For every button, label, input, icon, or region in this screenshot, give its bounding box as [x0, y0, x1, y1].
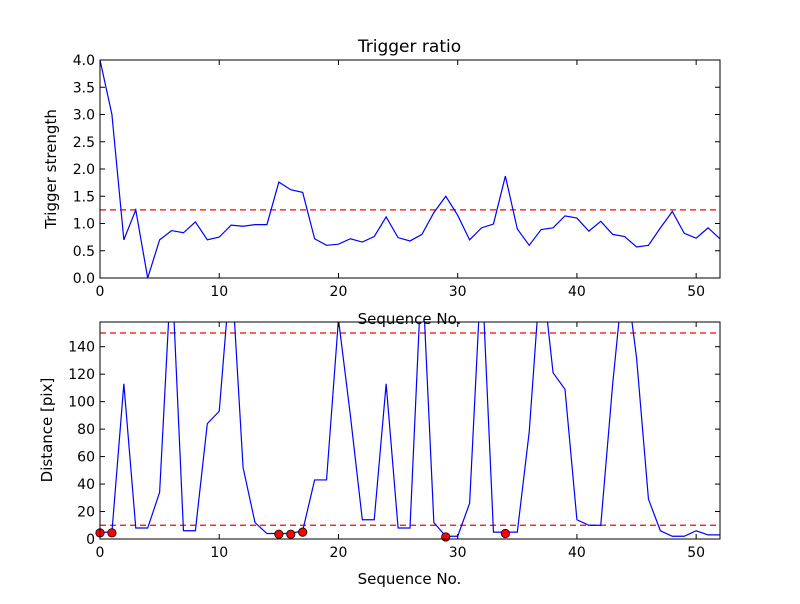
bottom-y-tick-label: 0 — [86, 532, 95, 548]
top-y-tick-label: 2.5 — [73, 135, 95, 151]
bottom-y-tick-label: 60 — [77, 450, 95, 466]
top-x-tick-label: 20 — [330, 284, 348, 300]
chart-title: Trigger ratio — [357, 37, 461, 57]
bottom-x-tick-label: 40 — [568, 545, 586, 561]
bottom-marker-point — [298, 527, 308, 537]
top-y-tick-label: 0.5 — [73, 244, 95, 260]
top-y-axis-label: Trigger strength — [42, 109, 60, 230]
bottom-y-tick-label: 120 — [68, 367, 95, 383]
top-x-tick-label: 0 — [96, 284, 105, 300]
bottom-x-tick-label: 50 — [687, 545, 705, 561]
bottom-x-axis-label: Sequence No. — [358, 570, 462, 588]
top-y-tick-label: 3.0 — [73, 108, 95, 124]
bottom-x-tick-label: 0 — [96, 545, 105, 561]
bottom-y-axis-label: Distance [pix] — [38, 378, 56, 483]
bottom-marker-point — [107, 528, 117, 538]
bottom-y-tick-label: 40 — [77, 477, 95, 493]
top-x-tick-label: 40 — [568, 284, 586, 300]
bottom-x-tick-label: 10 — [210, 545, 228, 561]
bottom-marker-point — [500, 528, 510, 539]
top-y-tick-label: 1.5 — [73, 189, 95, 205]
top-x-axis-label: Sequence No. — [358, 310, 462, 328]
bottom-axes-frame — [99, 321, 721, 540]
top-chart: Trigger ratio 0 10 20 30 40 50 0.0 0.5 1.0 1.5 2.0… — [42, 37, 721, 328]
top-y-tick-label: 3.5 — [73, 80, 95, 96]
top-x-tick-label: 10 — [210, 284, 228, 300]
bottom-y-tick-label: 140 — [68, 340, 95, 356]
top-x-tick-label: 50 — [687, 284, 705, 300]
bottom-y-tick-label: 20 — [77, 505, 95, 521]
top-y-tick-label: 2.0 — [73, 162, 95, 178]
bottom-chart: 0 10 20 30 40 50 0 20 40 60 80 100 120 140 Sequence N… — [38, 321, 721, 588]
bottom-x-tick-label: 30 — [449, 545, 467, 561]
top-y-tick-label: 1.0 — [73, 217, 95, 233]
bottom-y-tick-label: 100 — [68, 395, 95, 411]
top-series-line — [100, 60, 720, 278]
bottom-marker-point — [274, 529, 284, 539]
top-y-tick-label: 4.0 — [73, 53, 95, 69]
bottom-series-line — [100, 322, 720, 537]
top-x-tick-label: 30 — [449, 284, 467, 300]
bottom-marker-point — [441, 532, 451, 542]
bottom-plot-area: 0 10 20 30 40 50 0 20 40 60 80 100 120 140 — [68, 321, 721, 561]
top-plot-area: 0 10 20 30 40 50 0.0 0.5 1.0 1.5 2.0 2.5 3.0 3.5 4.0 — [73, 53, 721, 300]
bottom-x-tick-label: 20 — [330, 545, 348, 561]
top-y-tick-label: 0.0 — [73, 271, 95, 287]
bottom-marker-point — [286, 529, 296, 539]
bottom-y-tick-label: 80 — [77, 422, 95, 438]
